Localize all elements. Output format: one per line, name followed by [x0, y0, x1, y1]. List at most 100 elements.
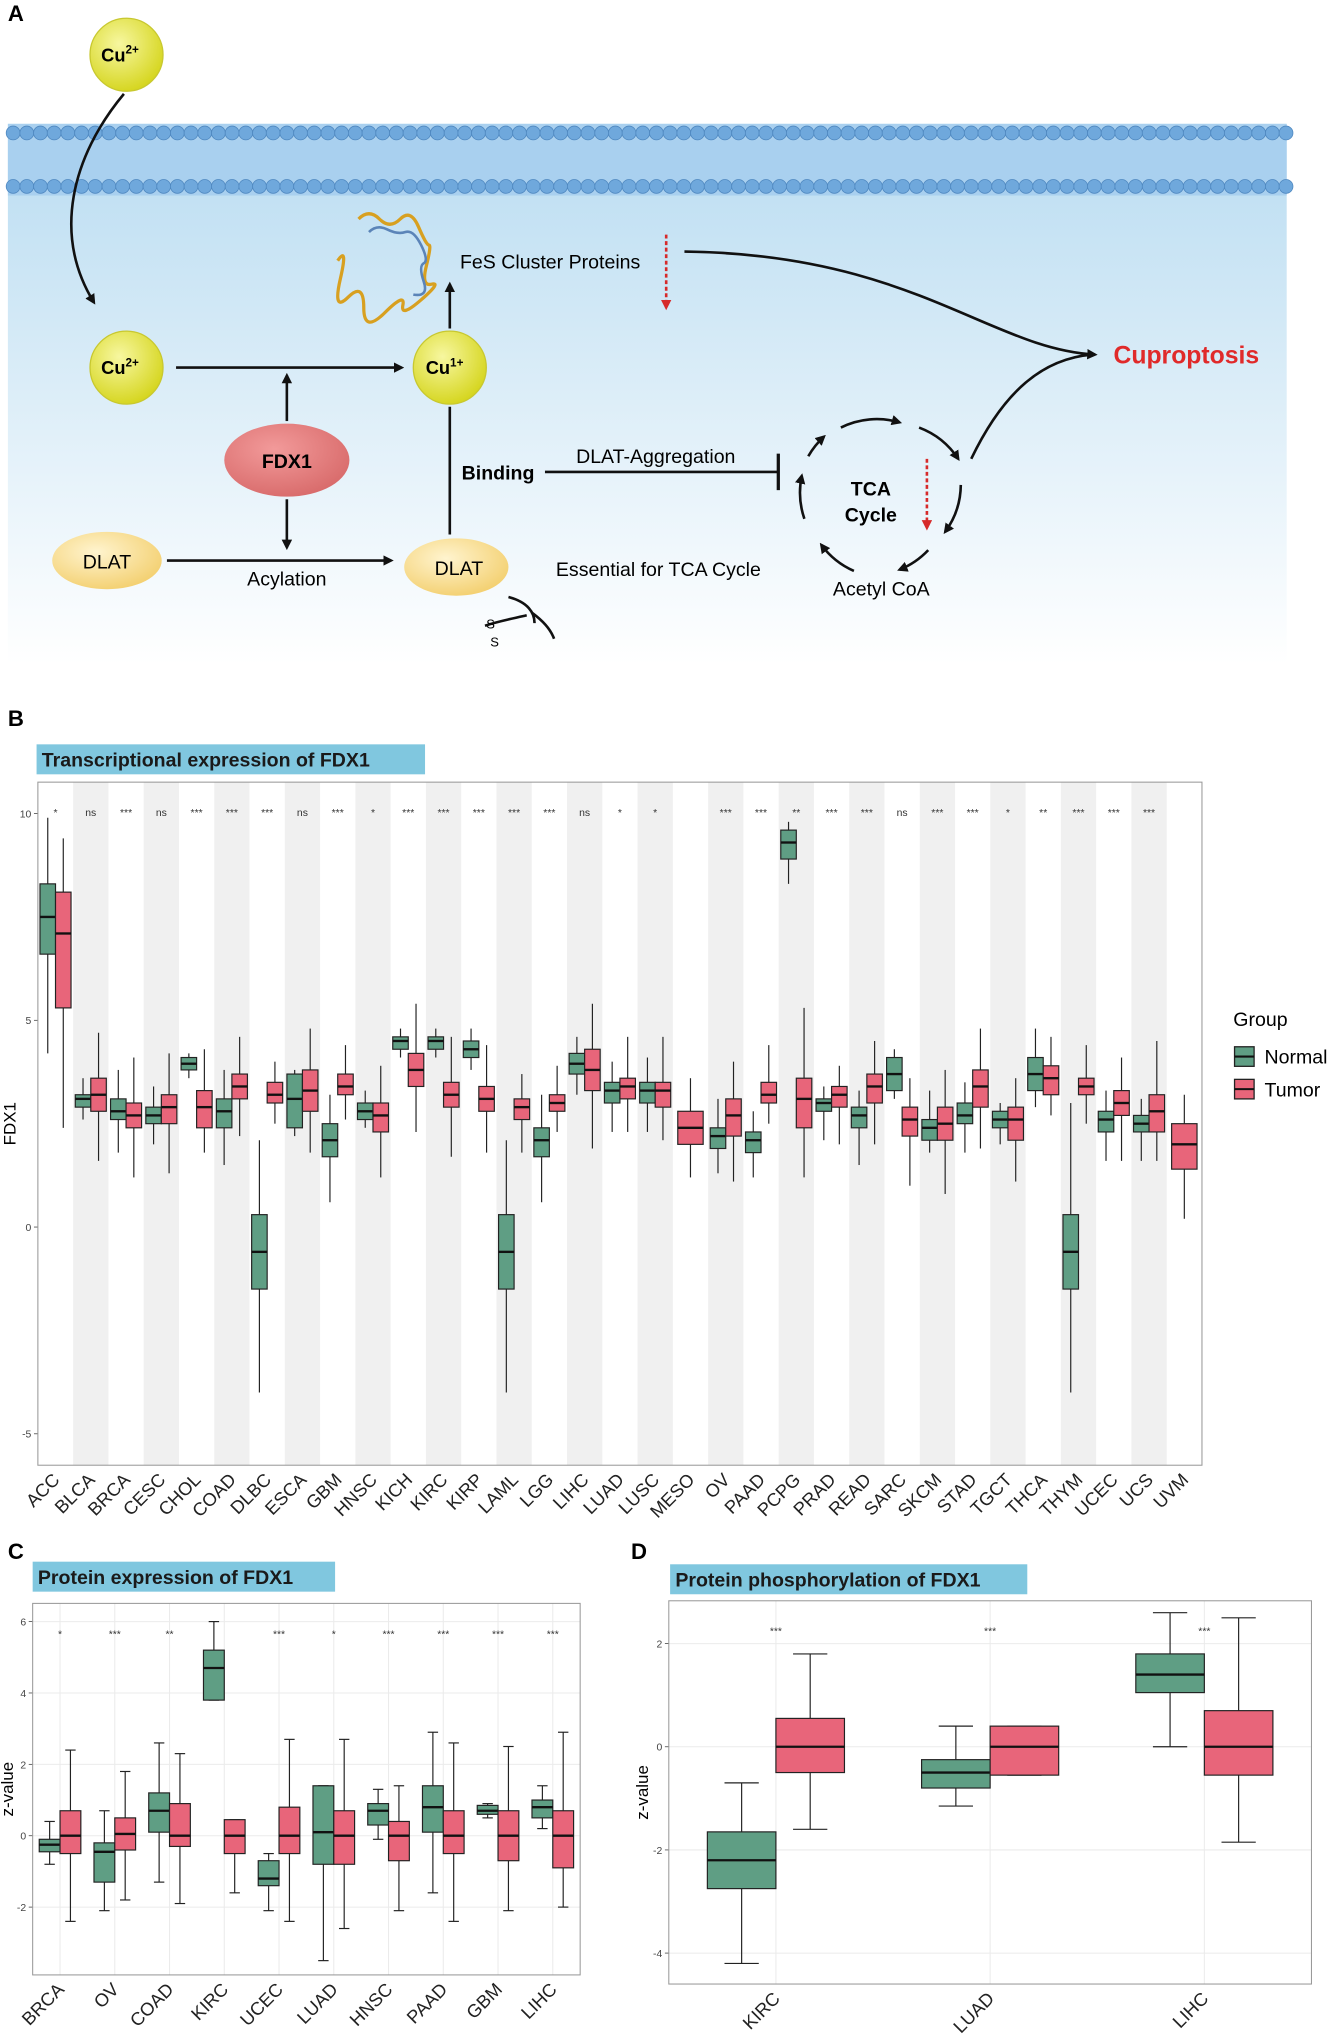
significance: *** — [191, 808, 203, 819]
lipid-head — [525, 179, 541, 194]
significance: * — [618, 808, 622, 819]
lipid-head — [1223, 179, 1239, 194]
lipid-head — [621, 179, 637, 194]
band — [73, 782, 109, 1466]
lipid-head — [416, 125, 432, 141]
box — [196, 1090, 213, 1129]
lipid-head — [785, 125, 801, 141]
lipid-head — [334, 125, 349, 141]
label: S — [490, 635, 499, 650]
y-tick-label: -5 — [22, 1430, 31, 1441]
x-tick-label: LAML — [474, 1469, 523, 1518]
lipid-head — [484, 179, 500, 194]
lipid-head — [621, 125, 637, 141]
lipid-head — [457, 125, 473, 141]
lipid-head — [854, 179, 870, 194]
lipid-head — [402, 125, 418, 141]
lipid-head — [539, 179, 555, 194]
lipid-head — [977, 179, 993, 194]
band — [496, 782, 532, 1466]
lipid-head — [1059, 179, 1075, 194]
lipid-head — [265, 179, 281, 194]
box — [392, 1036, 409, 1050]
box — [168, 1803, 191, 1848]
box — [956, 1102, 974, 1125]
lipid-head — [320, 125, 336, 141]
ion-label: Cu1+ — [426, 356, 464, 378]
box — [866, 1073, 883, 1104]
label: Cycle — [845, 504, 897, 526]
cu-ion — [412, 330, 487, 405]
lipid-head — [594, 125, 609, 141]
box — [725, 1098, 742, 1137]
lipid-head — [635, 179, 651, 194]
box — [780, 829, 797, 860]
chart-title: Protein expression of FDX1 — [38, 1567, 293, 1589]
x-tick-label: UCEC — [236, 1979, 287, 2030]
x-tick-label: PAAD — [402, 1979, 451, 2028]
lipid-head — [991, 125, 1006, 141]
lipid-head — [539, 125, 555, 141]
significance: *** — [473, 808, 485, 819]
lipid-head — [306, 125, 322, 141]
lipid-head — [443, 125, 459, 141]
lipid-head — [580, 125, 596, 141]
significance: *** — [861, 808, 873, 819]
lipid-head — [553, 179, 568, 194]
box — [921, 1118, 938, 1141]
lipid-head — [128, 179, 144, 194]
box — [367, 1803, 390, 1826]
box — [387, 1820, 410, 1862]
panel-label: D — [631, 1539, 647, 1564]
protein-squiggle — [368, 226, 428, 297]
box — [257, 1860, 280, 1887]
arrow — [70, 93, 125, 305]
lipid-head — [498, 179, 514, 194]
lipid-head — [676, 125, 692, 141]
box — [372, 1102, 390, 1133]
significance: *** — [1143, 808, 1155, 819]
lipid-head — [471, 179, 486, 194]
significance: * — [653, 808, 657, 819]
lipid-head — [170, 125, 185, 141]
significance: ns — [579, 808, 590, 819]
lipid-head — [1087, 179, 1102, 194]
significance: * — [53, 808, 57, 819]
lipid-head — [772, 179, 787, 194]
box — [552, 1810, 575, 1869]
significance: *** — [967, 808, 979, 819]
box — [59, 1810, 82, 1855]
lipid-head — [361, 125, 377, 141]
lipid-head — [430, 179, 445, 194]
label: Cuproptosis — [1113, 343, 1259, 370]
band — [637, 782, 673, 1466]
lipid-head — [690, 125, 705, 141]
lipid-head — [676, 179, 692, 194]
box — [513, 1098, 531, 1121]
lipid-head — [1251, 179, 1266, 194]
lipid-head — [443, 179, 459, 194]
lipid-head — [252, 125, 267, 141]
lipid-head — [1237, 125, 1253, 141]
significance: *** — [437, 1629, 449, 1640]
lipid-head — [1155, 125, 1171, 141]
label: DLAT — [83, 551, 132, 573]
box — [1097, 1110, 1115, 1133]
box — [109, 1098, 127, 1121]
lipid-head — [1018, 179, 1034, 194]
x-tick-label: GBM — [462, 1979, 506, 2023]
significance: * — [1006, 808, 1010, 819]
box — [421, 1785, 444, 1833]
lipid-head — [156, 179, 171, 194]
lipid-head — [1251, 125, 1266, 141]
box — [989, 1725, 1060, 1776]
lipid-head — [649, 179, 664, 194]
box — [148, 1792, 171, 1833]
lipid-head — [950, 179, 965, 194]
lipid-head — [197, 125, 213, 141]
ion-label: Cu2+ — [101, 43, 139, 65]
lipid-head — [868, 125, 883, 141]
plot-frame — [32, 1602, 581, 1976]
label: DLAT — [435, 558, 484, 580]
lipid-head — [101, 125, 117, 141]
